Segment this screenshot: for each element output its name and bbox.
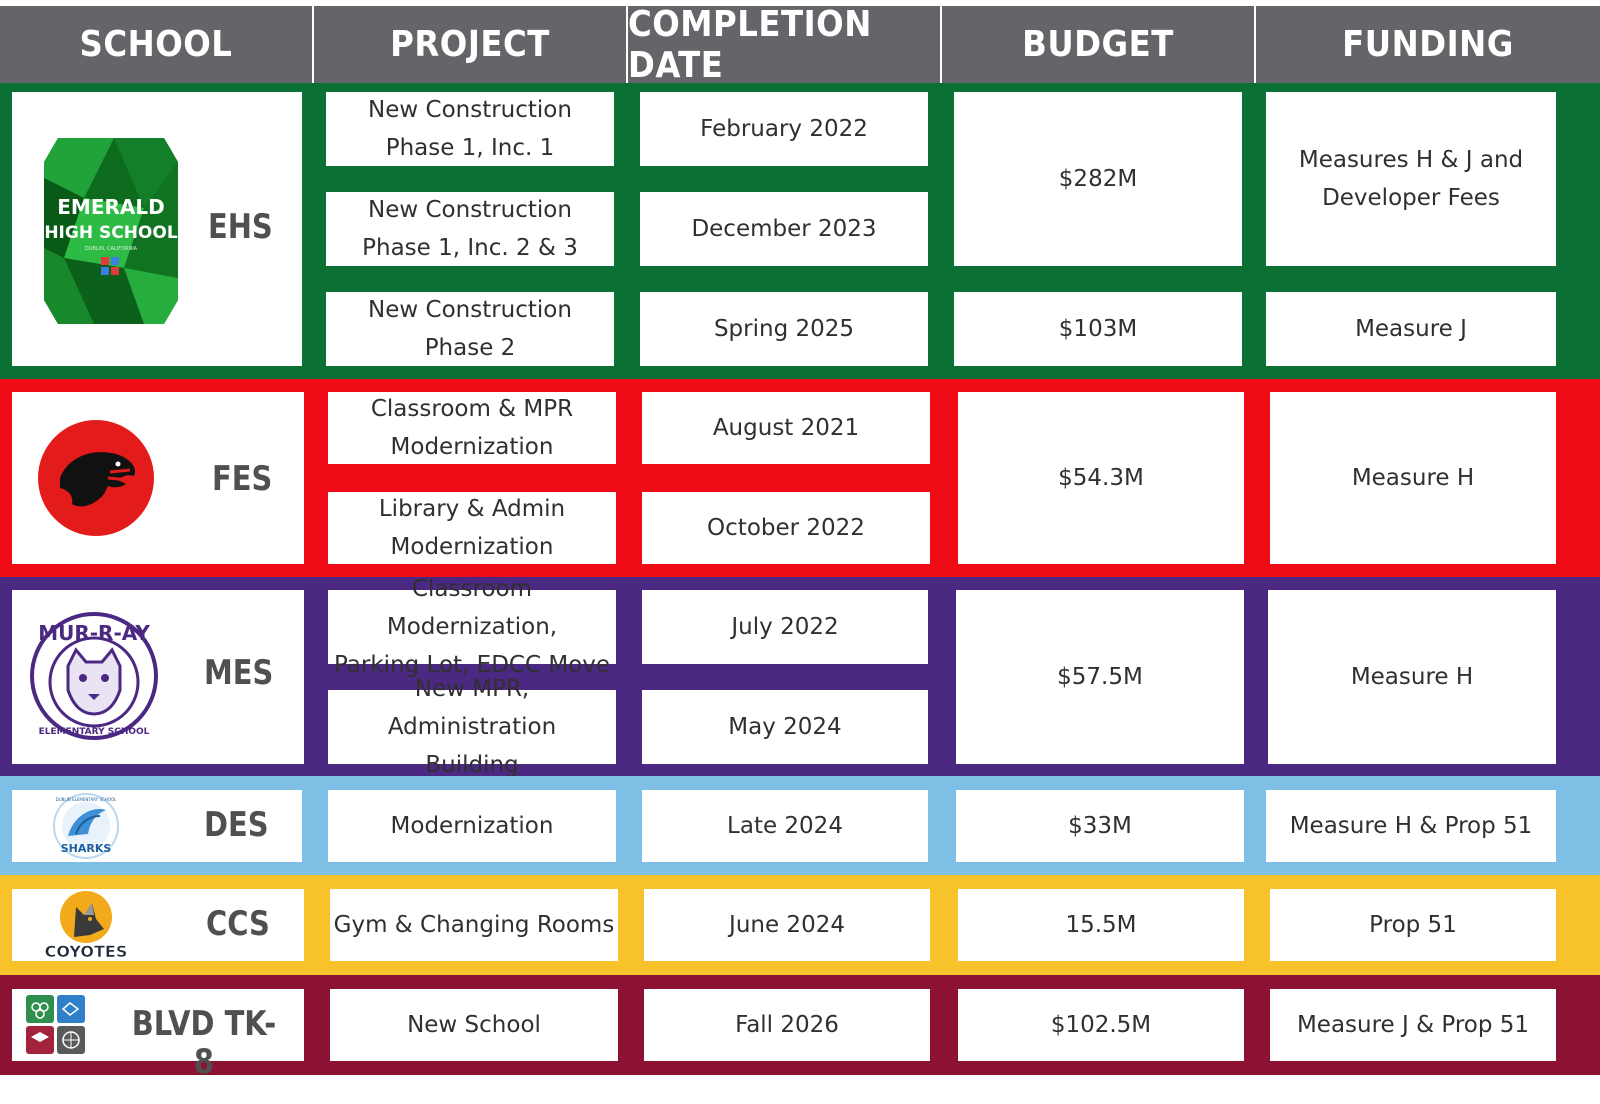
ehs-funding-1-line2: Developer Fees xyxy=(1322,185,1500,211)
header-project: PROJECT xyxy=(314,6,626,83)
fes-project-2-line1: Library & Admin xyxy=(378,496,566,522)
mes-project-1-line1: Classroom Modernization, xyxy=(386,576,558,640)
ehs-project-1-line2: Phase 1, Inc. 1 xyxy=(385,135,555,161)
blvd-funding: Measure J & Prop 51 xyxy=(1270,989,1556,1061)
blvd-abbr: BLVD TK-8 xyxy=(131,1004,277,1082)
mes-project-1: Classroom Modernization, Parking Lot, EDC… xyxy=(328,576,616,678)
mes-abbr: MES xyxy=(204,653,274,693)
ccs-school-cell: COYOTES CCS xyxy=(12,889,304,961)
ccs-funding: Prop 51 xyxy=(1270,889,1556,961)
ehs-date-1: February 2022 xyxy=(640,92,928,166)
ehs-date-2: December 2023 xyxy=(640,192,928,266)
ehs-logo-line1: EMERALD xyxy=(57,195,164,219)
ccs-date: June 2024 xyxy=(644,889,930,961)
ehs-funding-1-line1: Measures H & J and xyxy=(1298,147,1524,173)
ehs-project-3-line1: New Construction xyxy=(368,297,572,323)
fes-project-1-line2: Modernization xyxy=(390,434,554,460)
fes-budget: $54.3M xyxy=(958,392,1244,564)
header-budget: BUDGET xyxy=(942,6,1254,83)
ehs-budget-1: $282M xyxy=(954,92,1242,266)
fes-project-1: Classroom & MPR Modernization xyxy=(328,392,616,464)
mes-logo-top: MUR-R-AY xyxy=(38,621,150,645)
blvd-school-cell: BLVD TK-8 xyxy=(12,989,304,1081)
ccs-abbr: CCS xyxy=(206,904,270,944)
header-funding: FUNDING xyxy=(1256,6,1600,83)
mes-funding: Measure H xyxy=(1268,590,1556,764)
des-budget: $33M xyxy=(956,790,1244,862)
mes-logo-bottom: ELEMENTARY SCHOOL xyxy=(39,727,150,737)
fes-school-cell: FES xyxy=(12,392,304,564)
ccs-project: Gym & Changing Rooms xyxy=(330,889,618,961)
mes-date-1: July 2022 xyxy=(642,590,928,664)
header-completion-date: COMPLETION DATE xyxy=(628,4,940,86)
ehs-project-1: New Construction Phase 1, Inc. 1 xyxy=(326,92,614,166)
ehs-school-cell: EMERALD HIGH SCHOOL DUBLIN, CALIFORNIA E… xyxy=(12,92,302,366)
murray-logo: MUR-R-AY ELEMENTARY SCHOOL xyxy=(30,612,158,740)
fes-abbr: FES xyxy=(212,459,273,499)
ehs-budget-2: $103M xyxy=(954,292,1242,366)
fes-funding: Measure H xyxy=(1270,392,1556,564)
des-logo-top: DUBLIN ELEMENTARY SCHOOL xyxy=(56,797,117,802)
mes-date-2: May 2024 xyxy=(642,690,928,764)
ehs-logo-line3: DUBLIN, CALIFORNIA xyxy=(85,246,138,252)
ehs-funding-1: Measures H & J and Developer Fees xyxy=(1266,92,1556,266)
mes-project-1-line2: Parking Lot, EDCC Move xyxy=(333,652,611,678)
des-funding: Measure H & Prop 51 xyxy=(1266,790,1556,862)
fes-project-2: Library & Admin Modernization xyxy=(328,492,616,564)
fes-date-1: August 2021 xyxy=(642,392,930,464)
blvd-project: New School xyxy=(330,989,618,1061)
fes-project-1-line1: Classroom & MPR xyxy=(370,396,574,422)
ehs-abbr: EHS xyxy=(208,207,273,247)
ccs-logo-text: COYOTES xyxy=(45,942,128,961)
ehs-project-3-line2: Phase 2 xyxy=(424,335,516,361)
ehs-project-2-line2: Phase 1, Inc. 2 & 3 xyxy=(362,235,578,261)
fes-project-2-line2: Modernization xyxy=(390,534,554,560)
mes-school-cell: MUR-R-AY ELEMENTARY SCHOOL MES xyxy=(12,590,304,764)
blvd-logo xyxy=(26,995,85,1054)
blvd-date: Fall 2026 xyxy=(644,989,930,1061)
coyotes-logo: COYOTES xyxy=(44,891,128,961)
des-abbr: DES xyxy=(204,805,269,845)
ehs-project-2-line1: New Construction xyxy=(368,197,572,223)
mes-project-2-line2: Building xyxy=(425,752,519,778)
ehs-project-3: New Construction Phase 2 xyxy=(326,292,614,366)
blvd-budget: $102.5M xyxy=(958,989,1244,1061)
ehs-logo-line2: HIGH SCHOOL xyxy=(44,223,178,243)
mes-project-2: New MPR, Administration Building xyxy=(328,676,616,778)
ehs-funding-2: Measure J xyxy=(1266,292,1556,366)
sharks-logo: DUBLIN ELEMENTARY SCHOOL SHARKS xyxy=(53,793,119,859)
ehs-project-1-line1: New Construction xyxy=(368,97,572,123)
ccs-budget: 15.5M xyxy=(958,889,1244,961)
mes-project-2-line1: New MPR, Administration xyxy=(387,676,557,740)
ehs-project-2: New Construction Phase 1, Inc. 2 & 3 xyxy=(326,192,614,266)
emerald-high-school-logo: EMERALD HIGH SCHOOL DUBLIN, CALIFORNIA xyxy=(44,138,178,324)
fes-date-2: October 2022 xyxy=(642,492,930,564)
des-date: Late 2024 xyxy=(642,790,928,862)
des-logo-bottom: SHARKS xyxy=(61,842,112,855)
ehs-date-3: Spring 2025 xyxy=(640,292,928,366)
des-school-cell: DUBLIN ELEMENTARY SCHOOL SHARKS DES xyxy=(12,790,302,862)
panther-logo xyxy=(38,420,154,536)
header-school: SCHOOL xyxy=(0,6,312,83)
des-project: Modernization xyxy=(328,790,616,862)
mes-budget: $57.5M xyxy=(956,590,1244,764)
